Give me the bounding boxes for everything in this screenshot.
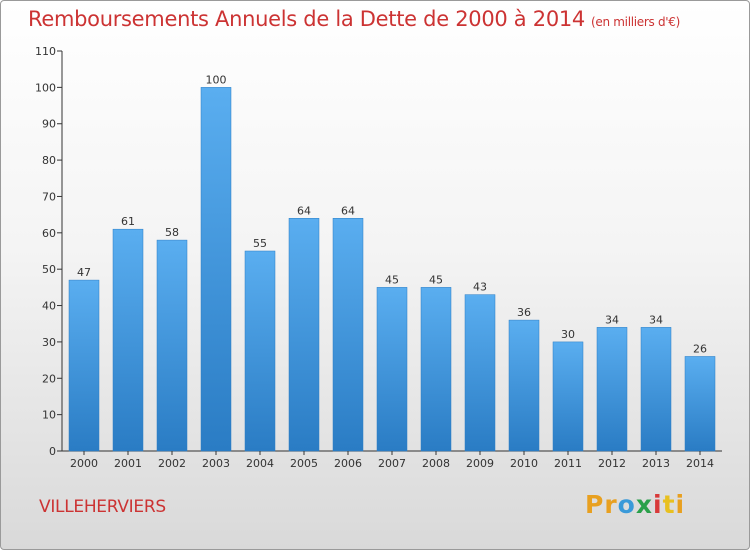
- bar-value-label: 47: [77, 266, 91, 279]
- bar-value-label: 34: [605, 313, 619, 326]
- bar: [596, 327, 628, 452]
- y-tick-label: 10: [42, 409, 56, 422]
- bar-value-label: 55: [253, 237, 267, 250]
- bar-value-label: 45: [429, 273, 443, 286]
- chart-unit: (en milliers d'€): [591, 15, 681, 29]
- y-tick-label: 0: [49, 445, 56, 458]
- y-tick-label: 110: [35, 45, 56, 58]
- bar: [68, 279, 100, 452]
- x-tick-label: 2002: [158, 457, 186, 470]
- y-tick-label: 30: [42, 336, 56, 349]
- bar: [332, 218, 364, 452]
- bar: [420, 287, 452, 452]
- bar: [508, 319, 540, 452]
- x-tick-label: 2013: [642, 457, 670, 470]
- logo-letter: i: [653, 490, 663, 519]
- x-tick-label: 2011: [554, 457, 582, 470]
- commune-name: VILLEHERVIERS: [39, 497, 166, 517]
- bar: [552, 341, 584, 452]
- bar: [288, 218, 320, 452]
- chart-title-text: Remboursements Annuels de la Dette de 20…: [28, 7, 585, 31]
- bar: [640, 327, 672, 452]
- proxiti-logo: Proxiti: [585, 490, 685, 519]
- bar-value-label: 34: [649, 313, 663, 326]
- y-tick-label: 20: [42, 372, 56, 385]
- y-tick-label: 70: [42, 190, 56, 203]
- bar-value-label: 100: [206, 73, 227, 86]
- logo-letter: r: [604, 490, 618, 519]
- bar-value-label: 26: [693, 342, 707, 355]
- x-tick-label: 2005: [290, 457, 318, 470]
- bar-value-label: 45: [385, 273, 399, 286]
- x-tick-label: 2007: [378, 457, 406, 470]
- x-tick-label: 2000: [70, 457, 98, 470]
- logo-letter: t: [662, 490, 676, 519]
- y-tick-label: 90: [42, 118, 56, 131]
- x-tick-label: 2001: [114, 457, 142, 470]
- x-tick-label: 2010: [510, 457, 538, 470]
- x-tick-label: 2006: [334, 457, 362, 470]
- bar: [684, 356, 716, 452]
- x-tick-label: 2012: [598, 457, 626, 470]
- bar: [244, 250, 276, 452]
- y-tick-label: 100: [35, 81, 56, 94]
- y-tick-label: 50: [42, 263, 56, 276]
- logo-letter: i: [675, 490, 686, 519]
- bar-value-label: 61: [121, 215, 135, 228]
- y-tick-label: 60: [42, 227, 56, 240]
- bar-value-label: 64: [297, 204, 311, 217]
- bar-value-label: 58: [165, 226, 179, 239]
- bar: [156, 239, 188, 452]
- x-tick-label: 2004: [246, 457, 274, 470]
- logo-letter: P: [585, 490, 605, 519]
- y-tick-label: 40: [42, 300, 56, 313]
- x-tick-label: 2009: [466, 457, 494, 470]
- bar-value-label: 64: [341, 204, 355, 217]
- bar-value-label: 43: [473, 281, 487, 294]
- x-tick-label: 2014: [686, 457, 714, 470]
- bar: [376, 287, 408, 452]
- chart-title: Remboursements Annuels de la Dette de 20…: [28, 7, 680, 31]
- x-tick-label: 2003: [202, 457, 230, 470]
- bar: [200, 87, 232, 452]
- logo-letter: o: [617, 490, 636, 519]
- x-tick-label: 2008: [422, 457, 450, 470]
- logo-letter: x: [635, 490, 653, 519]
- bar-value-label: 30: [561, 328, 575, 341]
- bar-value-label: 36: [517, 306, 531, 319]
- y-tick-label: 80: [42, 154, 56, 167]
- bar: [112, 228, 144, 452]
- bar: [464, 294, 496, 452]
